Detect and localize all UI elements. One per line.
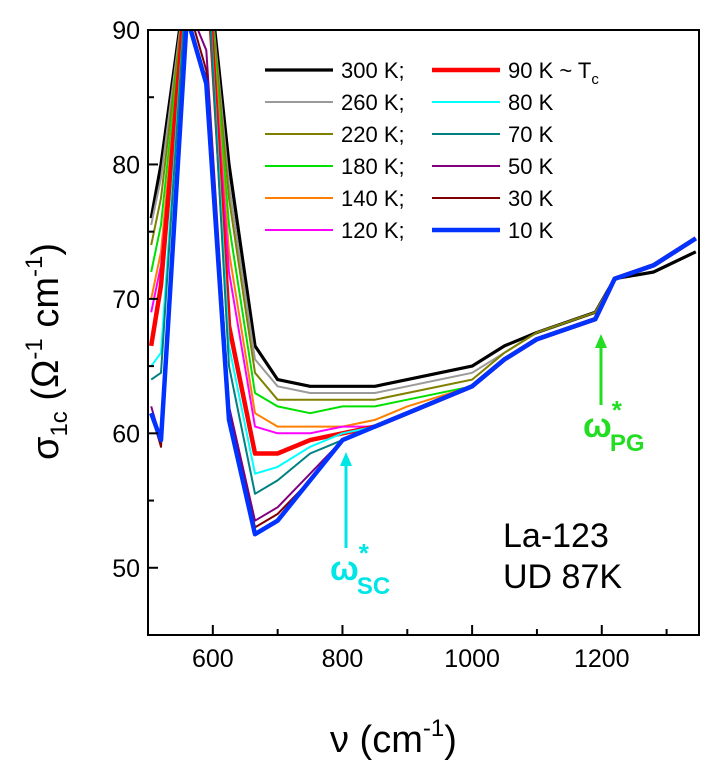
plot-frame [147,29,700,636]
y-tick-label: 70 [112,286,140,314]
x-axis: 600 800 1000 1200 [192,625,668,673]
series-line-11 [149,30,698,537]
x-tick-label: 1000 [444,645,500,673]
x-tick-label: 1200 [574,645,630,673]
sample-label-line1: La-123 [503,517,609,555]
x-tick-label: 600 [192,645,234,673]
x-axis-title: ν (cm-1) [330,715,457,761]
omega-sc-annotation: ω* SC [330,452,390,600]
legend-label: 80 K [508,90,554,115]
data-series-group [148,30,698,537]
series-line-0 [149,30,697,388]
legend-label: 140 K; [341,186,405,211]
y-axis: 50 60 70 80 90 [112,17,158,583]
series-line-2 [150,30,697,401]
omega-sc-label: ω* SC [330,538,390,600]
omega-pg-label: ω* PG [583,395,645,457]
omega-pg-arrowhead [595,334,607,348]
legend-label: 260 K; [341,90,405,115]
legend-label: 50 K [508,154,554,179]
legend-label: 10 K [508,218,554,243]
legend-label: 90 K ~ Tc [508,58,599,88]
y-tick-label: 60 [112,420,140,448]
legend-label: 120 K; [341,218,405,243]
omega-sc-arrowhead [340,452,352,466]
y-tick-label: 80 [112,151,140,179]
legend: 300 K; 260 K; 220 K; 180 K; 140 K; 120 K; 90 K… [265,58,599,243]
omega-pg-annotation: ω* PG [583,334,645,457]
x-tick-label: 800 [322,645,364,673]
y-axis-title: σ1c (Ω-1 cm-1) [21,243,73,460]
legend-label: 300 K; [341,58,405,83]
y-tick-label: 50 [112,555,140,583]
y-tick-label: 90 [112,17,140,45]
sample-label-line2: UD 87K [503,558,622,596]
legend-label: 220 K; [341,122,405,147]
legend-label: 30 K [508,186,554,211]
legend-label: 70 K [508,122,554,147]
legend-label: 180 K; [341,154,405,179]
